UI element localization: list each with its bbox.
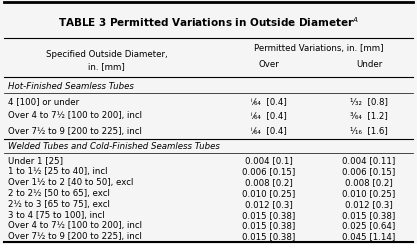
- Text: TABLE 3 Permitted Variations in Outside Diameter$^A$: TABLE 3 Permitted Variations in Outside …: [58, 15, 359, 29]
- Text: 2 to 2½ [50 to 65], excl: 2 to 2½ [50 to 65], excl: [8, 189, 110, 198]
- Text: 0.010 [0.25]: 0.010 [0.25]: [342, 189, 396, 198]
- Text: 0.045 [1.14]: 0.045 [1.14]: [342, 232, 396, 241]
- Text: Over 1½ to 2 [40 to 50], excl: Over 1½ to 2 [40 to 50], excl: [8, 178, 134, 187]
- Text: Under 1 [25]: Under 1 [25]: [8, 156, 63, 165]
- Text: Permitted Variations, in. [mm]: Permitted Variations, in. [mm]: [254, 44, 384, 53]
- Text: 1 to 1½ [25 to 40], incl: 1 to 1½ [25 to 40], incl: [8, 167, 108, 176]
- Text: 0.015 [0.38]: 0.015 [0.38]: [242, 222, 296, 230]
- Text: in. [mm]: in. [mm]: [88, 63, 125, 71]
- Text: Welded Tubes and Cold-Finished Seamless Tubes: Welded Tubes and Cold-Finished Seamless …: [8, 142, 220, 151]
- Text: Over 4 to 7½ [100 to 200], incl: Over 4 to 7½ [100 to 200], incl: [8, 112, 142, 120]
- Text: ⁱ⁄₆₄  [0.4]: ⁱ⁄₆₄ [0.4]: [251, 127, 287, 135]
- Text: 0.015 [0.38]: 0.015 [0.38]: [242, 211, 296, 220]
- Text: ⁱ⁄₆₄  [0.4]: ⁱ⁄₆₄ [0.4]: [251, 112, 287, 120]
- Text: 0.015 [0.38]: 0.015 [0.38]: [242, 232, 296, 241]
- Text: Under: Under: [356, 60, 382, 69]
- Text: 0.006 [0.15]: 0.006 [0.15]: [342, 167, 396, 176]
- Text: 3 to 4 [75 to 100], incl: 3 to 4 [75 to 100], incl: [8, 211, 105, 220]
- Text: Over 4 to 7½ [100 to 200], incl: Over 4 to 7½ [100 to 200], incl: [8, 222, 142, 230]
- Text: 0.004 [0.11]: 0.004 [0.11]: [342, 156, 396, 165]
- Text: ³⁄₆₄  [1.2]: ³⁄₆₄ [1.2]: [350, 112, 388, 120]
- Text: Over 7½ to 9 [200 to 225], incl: Over 7½ to 9 [200 to 225], incl: [8, 127, 142, 135]
- Text: ⁱ⁄₆₄  [0.4]: ⁱ⁄₆₄ [0.4]: [251, 97, 287, 106]
- Text: 0.015 [0.38]: 0.015 [0.38]: [342, 211, 396, 220]
- Text: 0.010 [0.25]: 0.010 [0.25]: [242, 189, 296, 198]
- Text: 0.008 [0.2]: 0.008 [0.2]: [245, 178, 293, 187]
- Text: Hot-Finished Seamless Tubes: Hot-Finished Seamless Tubes: [8, 82, 134, 91]
- Text: 0.004 [0.1]: 0.004 [0.1]: [245, 156, 293, 165]
- Text: 4 [100] or under: 4 [100] or under: [8, 97, 80, 106]
- Text: 0.012 [0.3]: 0.012 [0.3]: [245, 200, 293, 209]
- Text: ¹⁄₃₂  [0.8]: ¹⁄₃₂ [0.8]: [350, 97, 388, 106]
- Text: 0.006 [0.15]: 0.006 [0.15]: [242, 167, 296, 176]
- Text: Over 7½ to 9 [200 to 225], incl: Over 7½ to 9 [200 to 225], incl: [8, 232, 142, 241]
- Text: 0.012 [0.3]: 0.012 [0.3]: [345, 200, 393, 209]
- Text: Specified Outside Diameter,: Specified Outside Diameter,: [45, 51, 167, 59]
- Text: Over: Over: [259, 60, 279, 69]
- Text: 0.025 [0.64]: 0.025 [0.64]: [342, 222, 396, 230]
- Text: 0.008 [0.2]: 0.008 [0.2]: [345, 178, 393, 187]
- Text: 2½ to 3 [65 to 75], excl: 2½ to 3 [65 to 75], excl: [8, 200, 110, 209]
- Text: ¹⁄₁₆  [1.6]: ¹⁄₁₆ [1.6]: [350, 127, 388, 135]
